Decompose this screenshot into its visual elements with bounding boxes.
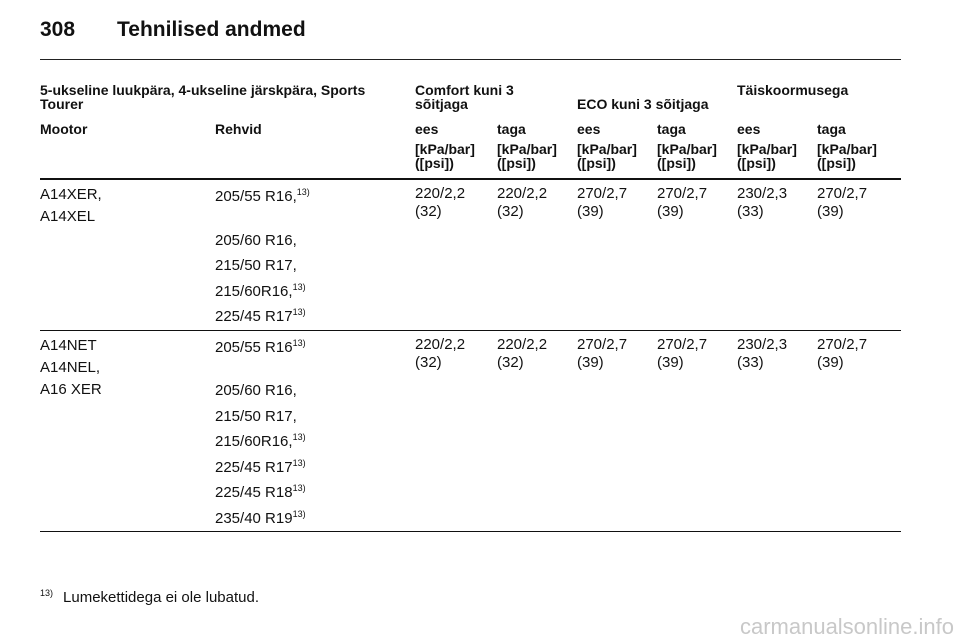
footnote-ref: 13): [292, 508, 306, 519]
tire-size: 225/45 R17: [215, 458, 293, 476]
pressure: 230/2,3 (33): [737, 335, 788, 371]
page-title: Tehnilised andmed: [117, 18, 306, 41]
column-header: taga: [817, 121, 846, 137]
tire-size: 225/45 R18: [215, 484, 293, 501]
pressure: 230/2,3 (33): [737, 185, 788, 220]
group-header: 5-ukseline luukpära, 4-ukseline järskpär…: [40, 82, 366, 112]
engines: A14NET A14NEL, A16 XER: [40, 335, 102, 401]
pressure: 270/2,7 (39): [577, 335, 628, 371]
footnote-ref: 13): [296, 187, 310, 197]
tire-size: 215/50 R17,: [215, 407, 297, 425]
unit-header: [kPa/bar] ([psi]): [577, 141, 637, 171]
unit-header: [kPa/bar] ([psi]): [817, 141, 877, 171]
rule: [40, 59, 901, 60]
column-header: Mootor: [40, 121, 88, 137]
footnote-ref: 13): [292, 281, 306, 292]
table-row: A14XER, A14XEL 205/55 R16,13) 205/60 R16, 21…: [40, 180, 901, 331]
pressure: 270/2,7 (39): [817, 335, 868, 371]
table-row: A14NET A14NEL, A16 XER 205/55 R1613) 205/60 …: [40, 331, 901, 532]
footnote-text: Lumekettidega ei ole lubatud.: [63, 589, 259, 606]
engine: A14NEL,: [40, 358, 101, 376]
tire-size: 225/45 R17: [215, 308, 293, 325]
pressure: 220/2,2 (32): [415, 185, 466, 220]
pressure: 270/2,7 (39): [577, 185, 628, 220]
pressure: 270/2,7 (39): [817, 185, 868, 220]
tire: 215/50 R17,: [215, 253, 901, 279]
group-header: ECO kuni 3 sõitjaga: [577, 96, 709, 112]
tire-size: 205/55 R16: [215, 338, 293, 356]
tire: 205/55 R16,13): [215, 184, 901, 210]
tire-size: 205/60 R16,: [215, 382, 297, 399]
tire: 205/60 R16,: [215, 378, 901, 404]
column-header: ees: [577, 121, 601, 137]
rule: [40, 178, 901, 180]
tire: 235/40 R1913): [215, 506, 901, 532]
footnote-marker: 13): [40, 588, 54, 598]
pressure: 270/2,7 (39): [657, 185, 708, 220]
column-header: ees: [737, 121, 761, 137]
column-header: taga: [657, 121, 686, 137]
tire-size: 205/55 R16,: [215, 188, 297, 205]
tires: 205/55 R1613) 205/60 R16, 215/50 R17, 215/6…: [215, 335, 901, 532]
tire: 215/50 R17,: [215, 404, 901, 430]
pressure: 220/2,2 (32): [497, 185, 548, 220]
group-header: Comfort kuni 3 sõitjaga: [415, 82, 514, 112]
page-number: 308: [40, 18, 76, 41]
tire: 225/45 R1813): [215, 480, 901, 506]
pressure: 270/2,7 (39): [657, 335, 708, 371]
tire: 205/60 R16,: [215, 228, 901, 254]
unit-header: [kPa/bar] ([psi]): [737, 141, 797, 171]
engine: A14NET: [40, 336, 97, 354]
unit-header: [kPa/bar] ([psi]): [657, 141, 717, 171]
footnote-ref: 13): [292, 307, 306, 317]
tire: 225/45 R1713): [215, 455, 901, 481]
footnote-ref: 13): [292, 483, 306, 493]
tire-size: 215/60R16,: [215, 282, 293, 300]
tire-size: 215/60R16,: [215, 433, 293, 450]
engines: A14XER, A14XEL: [40, 184, 102, 228]
group-header: Täiskoormusega: [737, 82, 849, 98]
engine: A14XER,: [40, 186, 102, 203]
tires: 205/55 R16,13) 205/60 R16, 215/50 R17, 215/…: [215, 184, 901, 330]
engine: A14XEL: [40, 208, 96, 225]
column-header: taga: [497, 121, 526, 137]
tire: 215/60R16,13): [215, 279, 901, 305]
tire: 205/55 R1613): [215, 335, 901, 361]
tire-size: 205/60 R16,: [215, 231, 297, 249]
unit-header: [kPa/bar] ([psi]): [497, 141, 557, 171]
footnote-ref: 13): [292, 457, 306, 468]
tire-size: 235/40 R19: [215, 509, 293, 527]
unit-header: [kPa/bar] ([psi]): [415, 141, 475, 171]
tire: 225/45 R1713): [215, 304, 901, 330]
table-body: A14XER, A14XEL 205/55 R16,13) 205/60 R16, 21…: [40, 180, 901, 532]
pressure: 220/2,2 (32): [415, 335, 466, 371]
watermark: carmanualsonline.info: [739, 614, 954, 639]
tire: 215/60R16,13): [215, 429, 901, 455]
footnote-ref: 13): [292, 432, 306, 442]
engine: A16 XER: [40, 380, 102, 398]
footnote-ref: 13): [292, 337, 306, 348]
tire-size: 215/50 R17,: [215, 257, 297, 274]
column-header: ees: [415, 121, 439, 137]
pressure: 220/2,2 (32): [497, 335, 548, 371]
footnote: 13) Lumekettidega ei ole lubatud.: [40, 588, 259, 607]
column-header: Rehvid: [215, 121, 262, 137]
